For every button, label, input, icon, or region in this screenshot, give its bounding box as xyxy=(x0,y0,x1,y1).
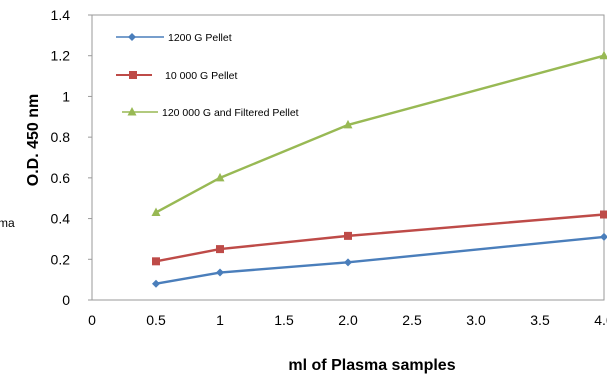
plot-area-border xyxy=(91,14,605,301)
series-line xyxy=(155,235,605,285)
data-point xyxy=(151,207,161,216)
data-point xyxy=(343,119,353,129)
x-tick-label: 3.5 xyxy=(530,312,550,328)
x-tick-label: 0.5 xyxy=(146,312,166,328)
y-tick-label: 0.8 xyxy=(51,129,71,145)
series-1 xyxy=(152,232,607,288)
data-point xyxy=(152,257,160,266)
x-tick-label: 4.0 xyxy=(594,312,607,328)
y-tick-label: 1.2 xyxy=(51,48,71,64)
series-2 xyxy=(152,210,607,266)
data-point xyxy=(344,258,352,267)
data-point xyxy=(215,172,225,182)
series-line xyxy=(155,54,605,214)
x-tick-label: 0 xyxy=(88,312,96,328)
data-point xyxy=(600,232,607,241)
legend: 1200 G Pellet 10 000 G Pellet 120 000 G an… xyxy=(116,32,299,119)
data-point xyxy=(216,268,224,277)
series-layer xyxy=(151,50,607,288)
legend-item: 10 000 G Pellet xyxy=(116,70,237,82)
x-tick-label: 2.0 xyxy=(338,312,358,328)
axes: 0 0.2 0.4 0.6 0.8 1 1.2 1.4 0 0.5 1 1.5 2.0 2.5 3.0 3.5… xyxy=(51,7,607,328)
legend-item: 120 000 G and Filtered Pellet xyxy=(122,107,299,119)
series-3 xyxy=(151,50,607,216)
legend-label: 1200 G Pellet xyxy=(168,32,232,44)
data-point xyxy=(600,210,607,219)
x-tick-label: 3.0 xyxy=(466,312,486,328)
data-point xyxy=(152,279,160,288)
x-tick-label: 2.5 xyxy=(402,312,422,328)
x-axis-title: ml of Plasma samples xyxy=(288,357,455,374)
data-point xyxy=(599,50,607,60)
data-point xyxy=(216,245,224,254)
legend-item: 1200 G Pellet xyxy=(116,32,232,44)
data-point xyxy=(344,231,352,240)
y-tick-label: 0.4 xyxy=(51,211,71,227)
stray-label: ma xyxy=(0,216,15,230)
y-axis-title: O.D. 450 nm xyxy=(25,94,42,186)
y-tick-label: 0.6 xyxy=(51,170,71,186)
legend-label: 120 000 G and Filtered Pellet xyxy=(162,107,299,119)
x-tick-label: 1 xyxy=(216,312,224,328)
legend-label: 10 000 G Pellet xyxy=(165,70,237,82)
y-tick-label: 1.4 xyxy=(51,7,71,23)
legend-marker xyxy=(128,33,136,41)
legend-marker xyxy=(129,71,137,79)
legend-marker xyxy=(127,107,137,116)
y-tick-label: 0 xyxy=(62,292,70,308)
y-tick-label: 0.2 xyxy=(51,251,71,267)
series-line xyxy=(155,213,605,263)
y-tick-label: 1 xyxy=(62,88,70,104)
x-tick-label: 1.5 xyxy=(274,312,294,328)
